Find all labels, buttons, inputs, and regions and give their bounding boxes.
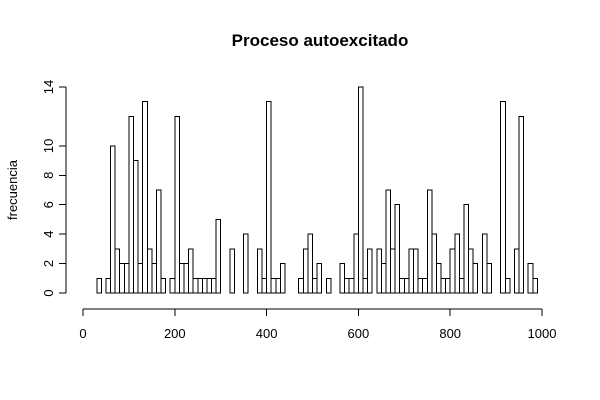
y-tick-label: 6 [41,201,56,208]
histogram-bar [367,248,373,294]
histogram-bar [385,189,392,294]
histogram-bar [449,248,456,294]
histogram-bar [137,263,144,294]
histogram-bar [174,115,180,294]
histogram-bar [412,248,419,294]
x-tick-label: 400 [256,326,278,341]
histogram-bar [188,248,194,294]
histogram-bar [440,277,447,294]
histogram-bar [183,263,190,294]
y-tick-label: 2 [41,260,56,267]
histogram-bar [376,248,382,294]
x-tick-label: 600 [348,326,370,341]
histogram-bar [302,248,309,294]
histogram-bar [160,277,167,294]
histogram-bar [472,263,479,294]
y-tick-label: 14 [41,80,56,94]
histogram-bar [380,263,387,294]
histogram-bar [362,277,369,294]
histogram-bar [114,248,121,294]
histogram-bar [513,248,520,294]
histogram-bar [206,277,213,294]
histogram-bar [454,233,460,294]
histogram-bar [518,115,525,294]
histogram-bar [435,263,442,294]
x-tick-label: 800 [439,326,461,341]
histogram-bar [408,248,414,294]
histogram-bar [325,277,332,294]
histogram-bar [270,277,277,294]
histogram-bar [266,101,272,294]
histogram-bar [500,101,506,294]
histogram-bar [390,248,396,294]
histogram-bar [178,263,185,294]
histogram-bar [417,277,424,294]
y-axis-label: frecuencia [5,159,20,220]
histogram-bar [142,101,148,294]
histogram-bar [215,218,222,294]
histogram-bar [229,248,235,294]
histogram-bar [192,277,199,294]
histogram-bar [155,189,162,294]
histogram-bar [357,86,364,294]
histogram-bar [110,145,116,294]
histogram-bar [458,277,465,294]
histogram-bar [463,204,470,294]
histogram-bar [316,263,323,294]
histogram-bar [151,263,157,294]
x-tick-label: 0 [79,326,86,341]
histogram-bar [468,248,474,294]
histogram-bar [243,233,249,294]
histogram-bar [201,277,208,294]
y-tick-label: 0 [41,289,56,296]
histogram-bar [211,277,217,294]
histogram-bar [105,277,112,294]
y-tick-label: 10 [41,139,56,153]
bars-group [96,86,538,294]
histogram-bar [146,248,153,294]
histogram-bar [261,277,268,294]
histogram-bar [422,277,428,294]
x-tick-label: 1000 [528,326,557,341]
y-tick-label: 4 [41,231,56,238]
histogram-bar [403,277,410,294]
histogram-bar [169,277,176,294]
histogram-bar [426,189,433,294]
histogram-bar [481,233,488,294]
histogram-bar [431,233,437,294]
y-tick-label: 8 [41,172,56,179]
histogram-bar [353,233,359,294]
x-tick-label: 200 [164,326,186,341]
chart-title: Proceso autoexcitado [232,31,409,50]
x-axis: 0 200 400 600 800 1000 [79,308,557,341]
histogram-bar [312,277,318,294]
histogram-bar [123,263,130,294]
histogram-bar [399,277,405,294]
histogram-bar [348,277,355,294]
histogram-bar [504,277,511,294]
y-axis: 0 2 4 6 8 10 14 [41,80,67,297]
histogram-bar [445,277,451,294]
histogram-bar [197,277,203,294]
histogram-bar [119,263,125,294]
histogram-bar [532,277,538,294]
histogram-bar [96,277,102,294]
histogram-bar [339,263,346,294]
histogram-bar [486,263,493,294]
histogram-bar [132,160,139,294]
histogram-bar [307,233,314,294]
histogram-bar [279,263,286,294]
histogram-bar [344,277,350,294]
histogram-bar [298,277,304,294]
histogram-bar [394,204,401,294]
histogram-bar [275,277,281,294]
histogram-bar [128,115,134,294]
histogram-bar [527,263,534,294]
histogram-bar [256,248,263,294]
